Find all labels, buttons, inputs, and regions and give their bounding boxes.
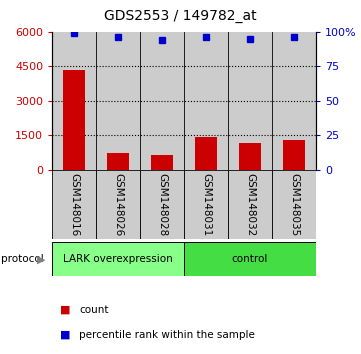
Text: percentile rank within the sample: percentile rank within the sample [79,330,255,339]
Bar [96,32,140,170]
Text: GSM148031: GSM148031 [201,173,211,236]
Text: count: count [79,305,109,315]
Bar [228,32,272,170]
Bar [52,170,96,239]
Text: ▶: ▶ [37,254,46,264]
Bar [184,242,316,276]
Bar [151,155,173,170]
Bar [63,70,85,170]
Text: LARK overexpression: LARK overexpression [63,254,173,264]
Bar [239,143,261,170]
Bar [107,153,129,170]
Bar [228,170,272,239]
Text: control: control [232,254,268,264]
Text: ■: ■ [60,305,70,315]
Text: GDS2553 / 149782_at: GDS2553 / 149782_at [104,9,257,23]
Bar [140,32,184,170]
Text: ■: ■ [60,330,70,339]
Bar [52,242,184,276]
Text: GSM148035: GSM148035 [289,173,299,236]
Text: GSM148032: GSM148032 [245,173,255,236]
Bar [184,170,228,239]
Bar [52,32,96,170]
Bar [283,139,305,170]
Bar [184,32,228,170]
Bar [272,32,316,170]
Text: protocol: protocol [1,254,43,264]
Bar [195,137,217,170]
Text: GSM148026: GSM148026 [113,173,123,236]
Bar [96,170,140,239]
Bar [272,170,316,239]
Text: GSM148028: GSM148028 [157,173,167,236]
Text: GSM148016: GSM148016 [69,173,79,236]
Bar [140,170,184,239]
